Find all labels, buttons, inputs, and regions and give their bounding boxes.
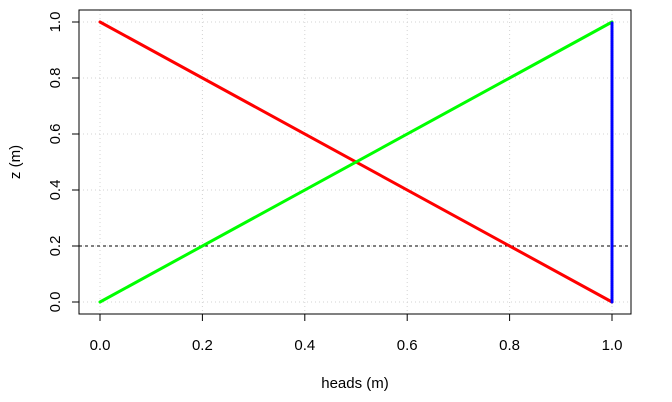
y-tick-label-0: 0.0 (47, 292, 64, 313)
y-tick-label-1: 0.2 (47, 236, 64, 257)
x-axis-label: heads (m) (321, 375, 389, 392)
x-tick-label-2: 0.4 (294, 337, 315, 354)
y-axis: 0.0 0.2 0.4 0.6 0.8 1.0 (47, 12, 80, 313)
series-layer (98, 20, 614, 304)
x-tick-label-1: 0.2 (192, 337, 213, 354)
y-tick-label-5: 1.0 (47, 12, 64, 33)
x-tick-label-3: 0.6 (397, 337, 418, 354)
y-axis-label: z (m) (7, 145, 24, 179)
x-tick-label-4: 0.8 (499, 337, 520, 354)
y-tick-label-4: 0.8 (47, 68, 64, 89)
x-axis: 0.0 0.2 0.4 0.6 0.8 1.0 (90, 313, 623, 354)
y-tick-label-3: 0.6 (47, 124, 64, 145)
series-line-1 (98, 20, 614, 304)
x-tick-label-0: 0.0 (90, 337, 111, 354)
x-tick-label-5: 1.0 (602, 337, 623, 354)
y-tick-label-2: 0.4 (47, 180, 64, 201)
